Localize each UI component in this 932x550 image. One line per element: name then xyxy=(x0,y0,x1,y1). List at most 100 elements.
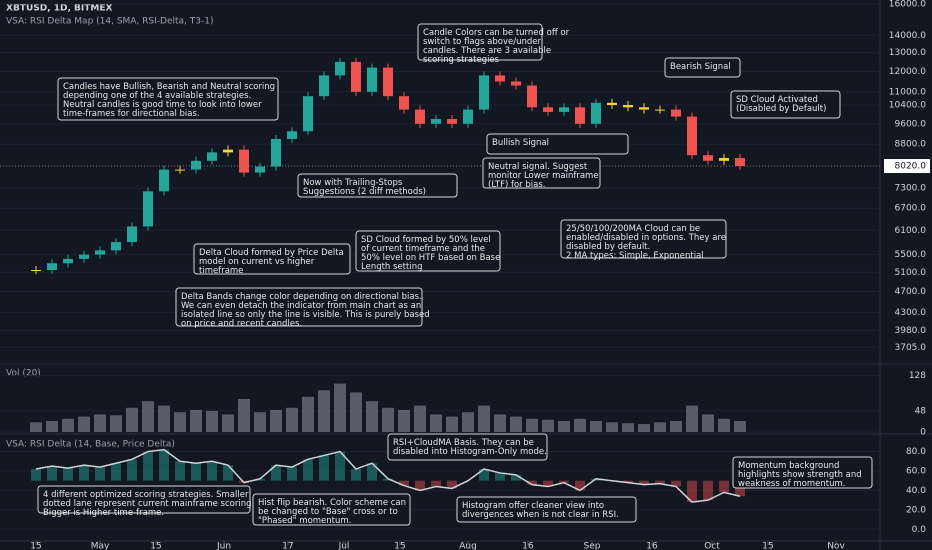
histogram-bar xyxy=(495,472,505,481)
candle xyxy=(335,61,345,76)
volume-bar xyxy=(638,424,650,432)
volume-bar xyxy=(542,419,554,432)
histogram-bar xyxy=(719,480,729,493)
x-tick-label: Sep xyxy=(584,542,601,550)
volume-bar xyxy=(574,418,586,432)
candle xyxy=(127,226,137,243)
annotation-text: Delta Bands change color depending on di… xyxy=(181,292,430,329)
y-tick-label: 20.0 xyxy=(906,505,926,515)
volume-bar xyxy=(606,422,618,432)
annotation: Momentum background highlights show stren… xyxy=(732,456,873,489)
candle xyxy=(255,166,265,173)
volume-bar xyxy=(718,418,730,432)
histogram-bar xyxy=(543,480,553,487)
candle xyxy=(159,169,169,192)
y-tick-label: 48 xyxy=(915,406,927,416)
histogram-bar xyxy=(127,459,137,481)
volume-bar xyxy=(702,414,714,432)
y-tick-label: 7300.0 xyxy=(895,184,927,194)
volume-bar xyxy=(558,421,570,432)
volume-bar xyxy=(462,412,474,432)
annotation: Candles have Bullish, Bearish and Neutra… xyxy=(57,77,279,121)
candle xyxy=(447,118,457,124)
candle xyxy=(575,107,585,124)
histogram-bar xyxy=(95,467,105,481)
histogram-bar xyxy=(479,469,489,481)
y-tick-label: 6100.0 xyxy=(895,226,927,236)
volume-bar xyxy=(334,383,346,432)
volume-bar xyxy=(510,416,522,432)
volume-bar xyxy=(318,390,330,432)
annotation: Histogram offer cleaner view into diverge… xyxy=(456,496,637,523)
annotation-box xyxy=(417,23,543,61)
annotation-box xyxy=(193,243,351,275)
y-tick-label: 5500.0 xyxy=(895,250,927,260)
x-tick-label: 15 xyxy=(150,542,161,550)
volume-bar xyxy=(190,410,202,432)
volume-bar xyxy=(302,396,314,432)
y-tick-label: 12000.0 xyxy=(889,67,926,77)
candle xyxy=(191,160,201,170)
annotation-box xyxy=(730,90,841,119)
candle xyxy=(271,138,281,167)
annotation: RSI+CloudMA Basis. They can be disabled i… xyxy=(387,433,548,461)
rsi-title: VSA: RSI Delta (14, Base, Price Delta) xyxy=(6,440,175,450)
y-tick-label: 40.0 xyxy=(906,486,926,496)
volume-bar xyxy=(686,405,698,432)
volume-bar xyxy=(622,423,634,432)
annotation-text: Candles have Bullish, Bearish and Neutra… xyxy=(63,82,275,119)
annotation-box xyxy=(486,133,629,155)
volume-bar xyxy=(270,410,282,432)
y-tick-label: 0 xyxy=(920,428,926,438)
volume-bar xyxy=(62,418,74,432)
histogram-bar xyxy=(623,480,633,483)
candle xyxy=(239,149,249,173)
histogram-bar xyxy=(655,480,665,484)
x-tick-label: 16 xyxy=(522,542,534,550)
y-tick-label: 4300.0 xyxy=(895,308,927,318)
annotation-box xyxy=(387,433,548,461)
x-tick-label: Oct xyxy=(704,542,720,550)
volume-bar xyxy=(110,415,122,432)
volume-bar xyxy=(734,421,746,432)
histogram-bar xyxy=(191,463,201,481)
x-tick-label: Jun xyxy=(216,542,231,550)
y-tick-label: 80.0 xyxy=(906,447,926,457)
histogram-bar xyxy=(63,468,73,481)
last-price-label: 8020.0 xyxy=(895,162,927,172)
y-tick-label: 8800.0 xyxy=(895,140,927,150)
x-tick-label: Jul xyxy=(338,542,350,550)
candle xyxy=(415,109,425,124)
histogram-bar xyxy=(335,451,345,481)
histogram-bar xyxy=(575,480,585,491)
y-tick-label: 16000.0 xyxy=(889,0,926,9)
volume-bar xyxy=(382,407,394,432)
volume-bar xyxy=(174,412,186,432)
volume-bar xyxy=(46,421,58,432)
chart-title: XBTUSD, 1D, BITMEX xyxy=(6,4,112,14)
histogram-bar xyxy=(79,465,89,481)
volume-bar xyxy=(94,414,106,432)
candle xyxy=(543,107,553,112)
histogram-bar xyxy=(111,463,121,481)
candle xyxy=(319,75,329,97)
annotation-text: Bearish Signal xyxy=(670,62,731,72)
annotation-text: Delta Cloud formed by Price Delta model o… xyxy=(199,248,344,276)
candle xyxy=(223,149,233,153)
volume-bar xyxy=(254,412,266,432)
annotation: Bullish Signal xyxy=(486,133,629,155)
x-tick-label: Nov xyxy=(827,542,845,550)
annotation-box xyxy=(297,173,458,198)
annotation-box xyxy=(664,57,741,78)
volume-bar xyxy=(30,422,42,432)
annotation-box xyxy=(355,230,501,272)
candle xyxy=(287,131,297,139)
x-tick-label: 15 xyxy=(30,542,41,550)
annotation: 4 different optimized scoring strategies… xyxy=(37,485,254,518)
y-tick-label: 3980.0 xyxy=(895,326,927,336)
candle xyxy=(607,102,617,106)
histogram-bar xyxy=(159,449,169,481)
histogram-bar xyxy=(367,463,377,481)
annotation-box xyxy=(560,219,727,259)
volume-bar xyxy=(206,410,218,432)
